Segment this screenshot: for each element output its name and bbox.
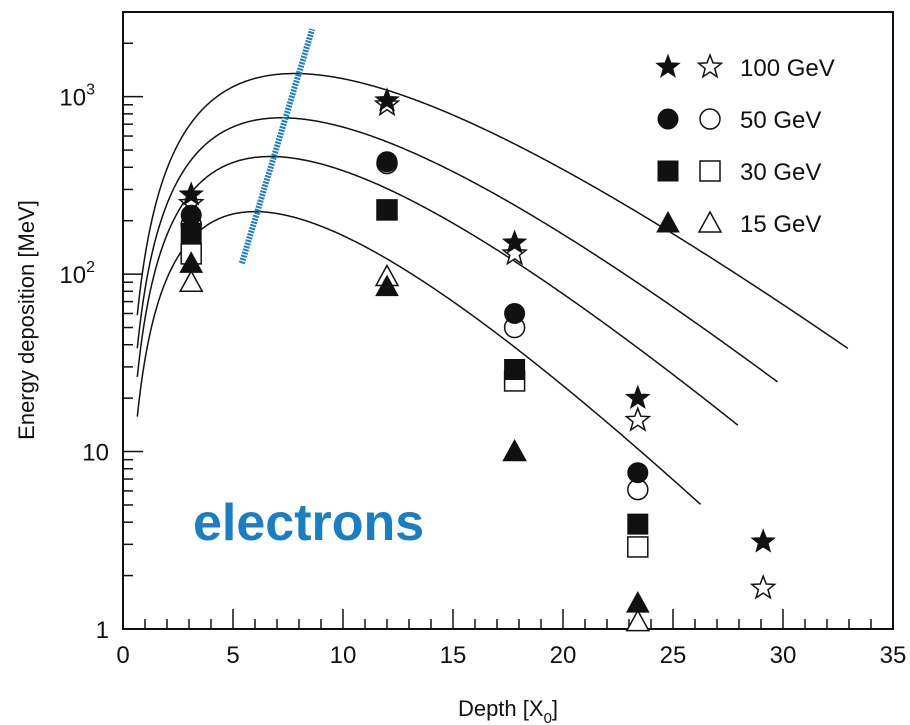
legend-marker-filled xyxy=(656,210,680,233)
electrons-annotation: electrons xyxy=(193,494,424,552)
x-tick-labels: 0 5 10 15 20 25 30 35 xyxy=(116,642,906,669)
data-point-filled xyxy=(750,528,776,553)
legend-label: 30 GeV xyxy=(740,159,821,186)
legend-marker-open xyxy=(699,160,721,182)
data-point-open xyxy=(625,609,651,632)
data-point-filled xyxy=(376,151,398,173)
data-point-filled xyxy=(374,87,400,112)
data-point-filled xyxy=(504,302,526,324)
data-point-open xyxy=(178,269,204,292)
x-tick-label: 10 xyxy=(330,642,357,669)
y-tick-labels: 1 10 102 103 xyxy=(59,82,109,644)
legend-marker-filled xyxy=(657,108,679,130)
data-points xyxy=(177,87,777,632)
data-point-filled xyxy=(178,181,204,206)
fit-curve xyxy=(136,155,739,426)
y-tick-label: 103 xyxy=(59,82,95,112)
legend-marker-filled xyxy=(655,53,681,78)
data-point-filled xyxy=(627,462,649,484)
data-point-filled xyxy=(376,199,398,221)
data-point-open xyxy=(627,536,649,558)
fit-curve xyxy=(136,210,702,505)
x-tick-label: 5 xyxy=(226,642,239,669)
data-point-filled xyxy=(375,274,399,297)
fit-curves xyxy=(136,72,849,505)
data-point-filled xyxy=(179,251,204,273)
fit-curve xyxy=(136,117,778,383)
shower-max-line xyxy=(238,28,316,265)
data-point-filled xyxy=(501,229,528,254)
data-point-open xyxy=(501,239,529,266)
legend-marker-open xyxy=(697,210,723,233)
y-axis-title: Energy deposition [MeV] xyxy=(14,200,39,440)
legend-marker-open xyxy=(696,52,724,79)
y-tick-label: 102 xyxy=(59,259,95,289)
x-axis-title: Depth [X0] xyxy=(458,696,558,725)
data-point-filled xyxy=(180,204,202,226)
y-tick-label: 10 xyxy=(82,440,109,467)
data-point-filled xyxy=(625,591,650,613)
data-point-open xyxy=(749,573,777,600)
legend-label: 50 GeV xyxy=(740,107,821,134)
x-tick-label: 20 xyxy=(550,642,577,669)
data-point-filled xyxy=(627,513,649,535)
y-tick-label: 1 xyxy=(96,617,109,644)
legend-label: 15 GeV xyxy=(740,211,821,238)
legend-marker-open xyxy=(699,108,721,130)
data-point-open xyxy=(624,406,652,432)
x-tick-label: 0 xyxy=(116,642,129,669)
data-point-filled xyxy=(502,439,527,462)
data-point-filled xyxy=(625,384,651,409)
plot-frame xyxy=(122,11,894,630)
x-tick-label: 15 xyxy=(440,642,467,669)
legend-label: 100 GeV xyxy=(740,55,835,82)
x-tick-label: 25 xyxy=(660,642,687,669)
x-tick-label: 30 xyxy=(770,642,797,669)
axis-ticks xyxy=(122,11,894,630)
legend: 100 GeV 50 GeV 30 GeV 15 GeV xyxy=(655,52,835,238)
x-tick-label: 35 xyxy=(880,642,907,669)
data-point-filled xyxy=(504,359,526,381)
data-point-filled xyxy=(180,222,202,244)
fit-curve xyxy=(136,72,849,350)
legend-marker-filled xyxy=(657,160,679,182)
